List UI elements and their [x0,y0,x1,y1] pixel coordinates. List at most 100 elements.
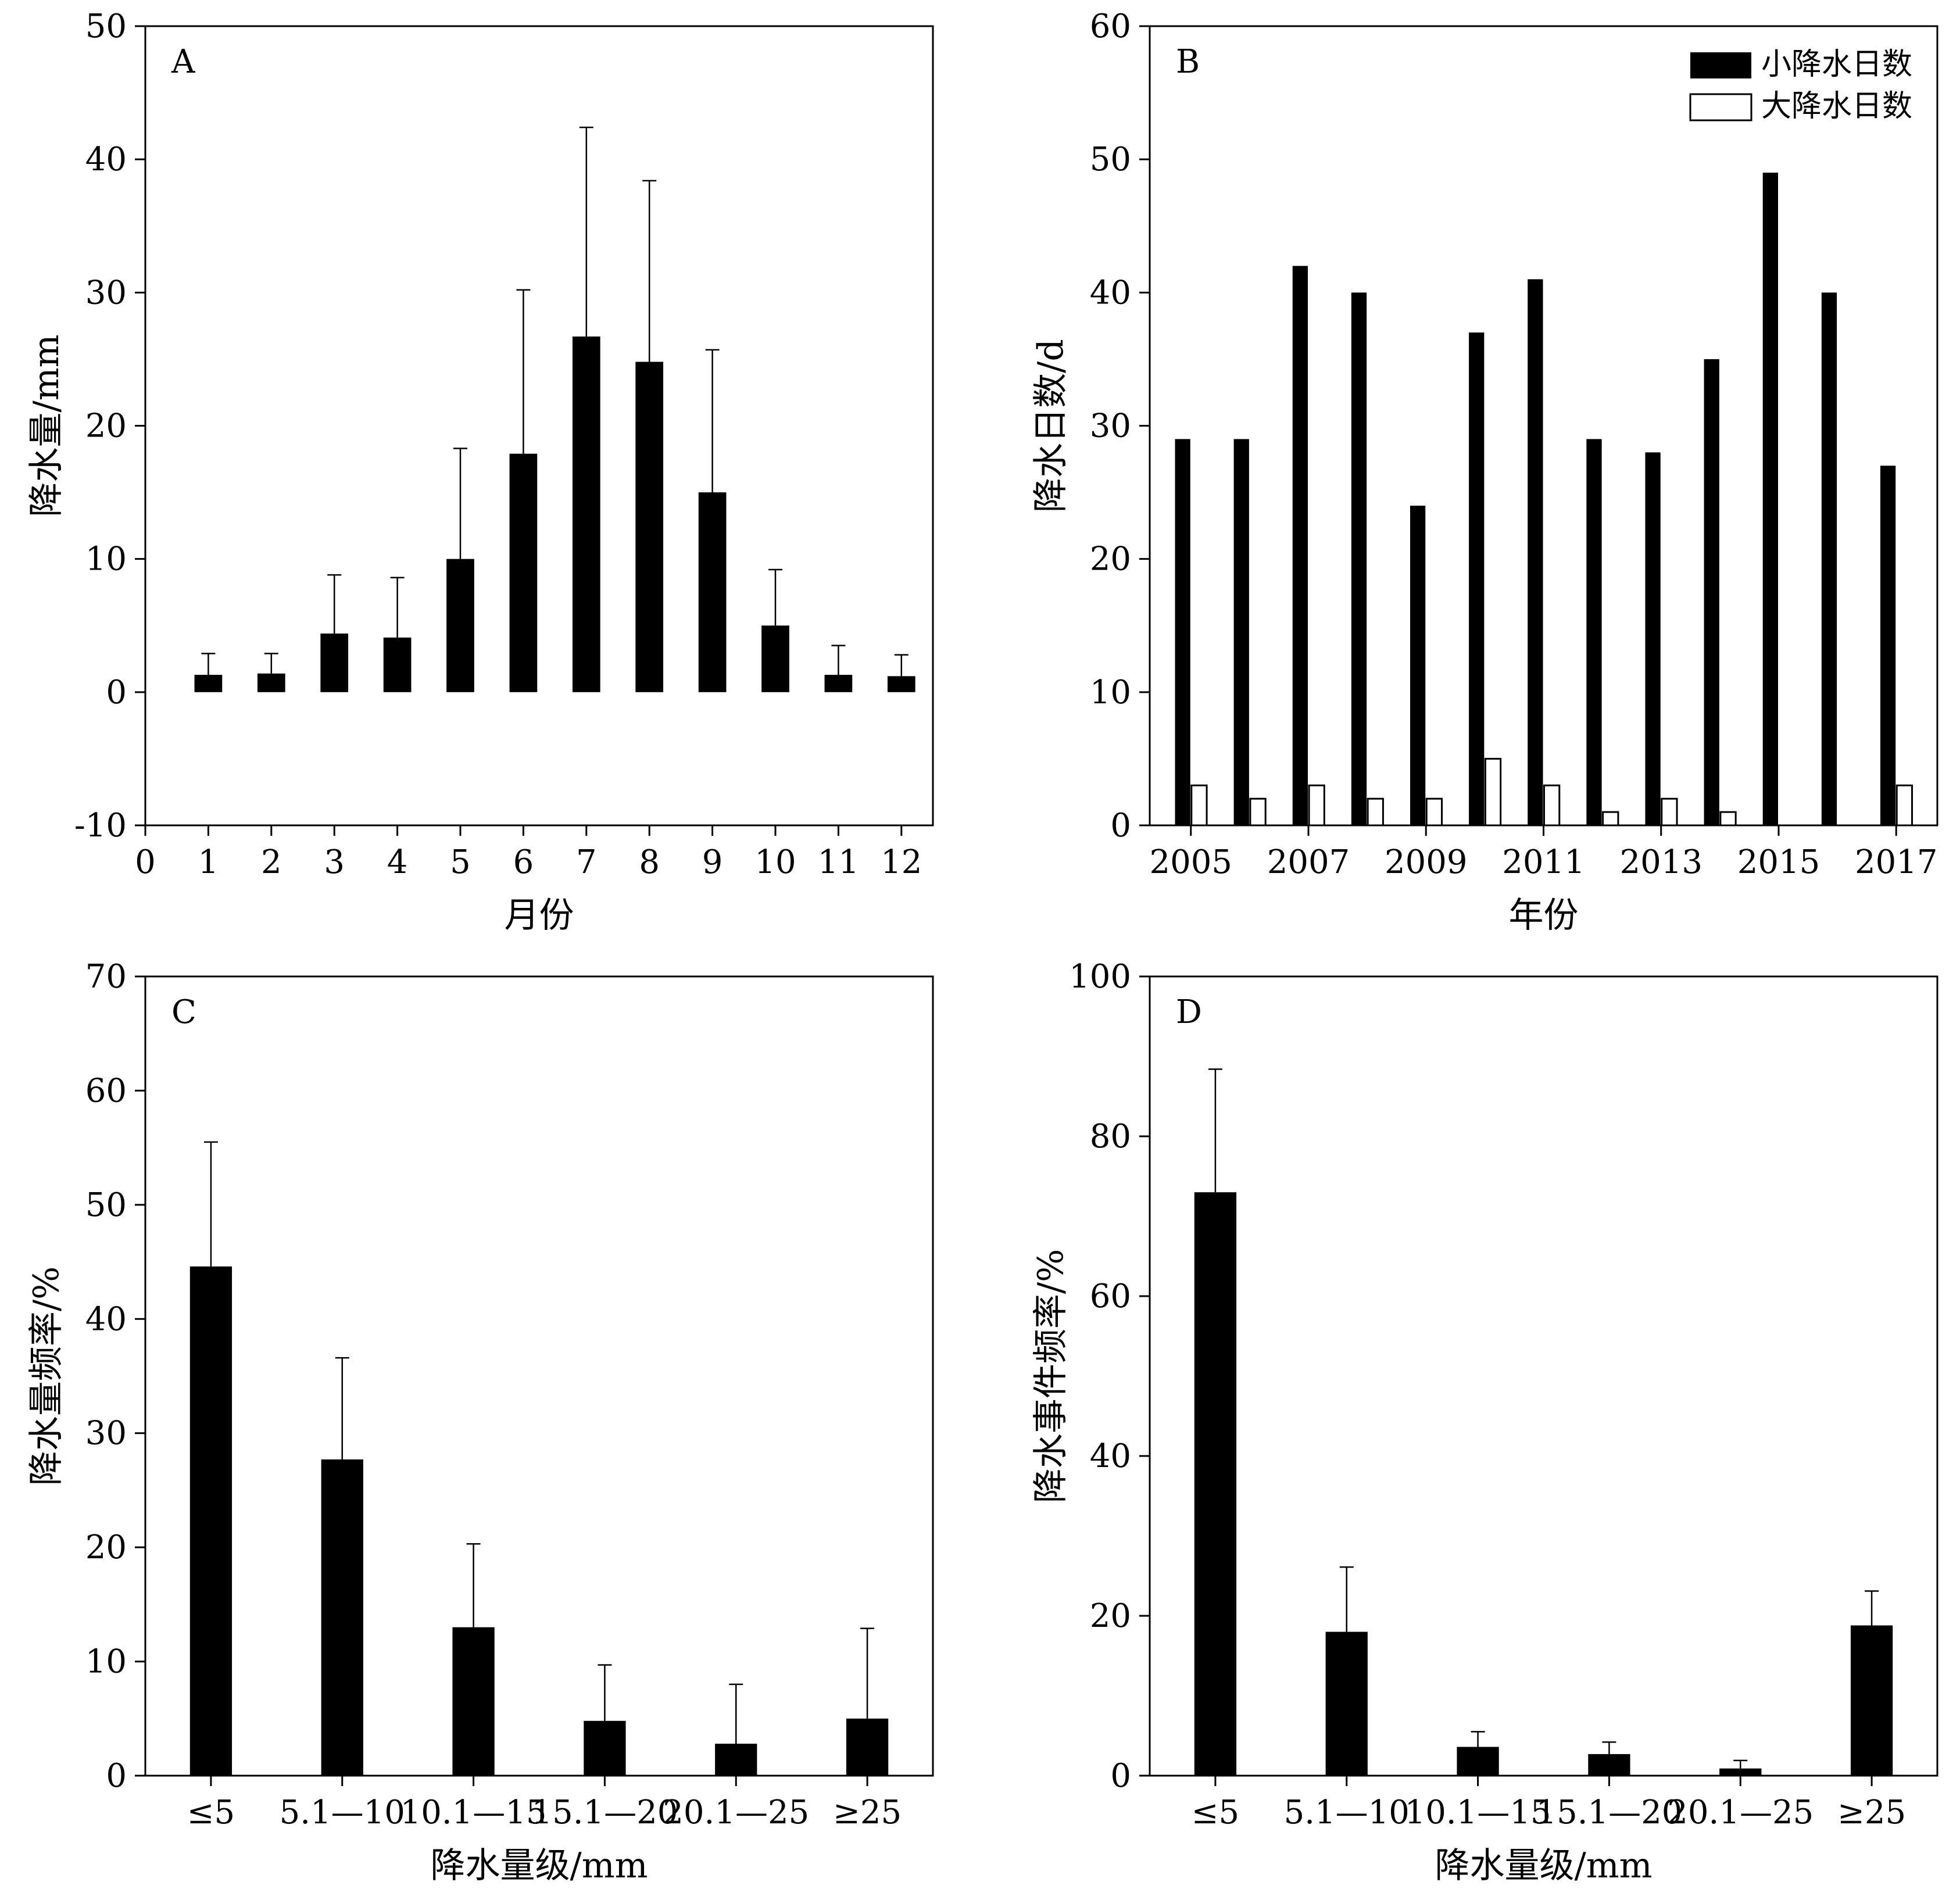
x-tick-label: 4 [387,843,408,881]
plot-frame [144,25,934,827]
x-tick-label: 10.1—15 [1405,1794,1551,1831]
x-tick-label: 2017 [1855,843,1938,881]
legend-label: 大降水日数 [1761,89,1912,124]
y-tick-label: 60 [1090,1278,1131,1315]
bar-large-rain-days [1249,797,1267,827]
x-tick-label: 20.1—25 [663,1794,809,1831]
bar-large-rain-days [1719,811,1737,827]
x-tick-label: 2011 [1502,843,1585,881]
y-tick-label: 0 [1110,1757,1131,1795]
bar-small-rain-days [1821,292,1837,825]
x-tick-label: ≥25 [833,1794,902,1831]
plot-frame [144,975,934,1777]
y-tick-label: 40 [1090,274,1131,312]
bar [446,559,474,692]
bar-large-rain-days [1602,811,1619,827]
bar-small-rain-days [1645,452,1661,825]
y-tick-label: 20 [1090,541,1131,578]
x-tick-label: ≥25 [1837,1794,1906,1831]
panel-label: B [1176,43,1200,81]
y-tick-label: 50 [85,8,127,45]
plot-frame [1149,25,1938,827]
x-tick-label: 2 [261,843,282,881]
bar-large-rain-days [1484,757,1502,827]
x-tick-label: ≤5 [187,1794,235,1831]
x-tick-label: 1 [198,843,219,881]
x-axis-title: 年份 [1509,895,1579,936]
panel-label: A [171,43,195,81]
y-tick-label: 20 [85,1529,127,1566]
legend-swatch [1690,52,1751,78]
bar-large-rain-days [1308,784,1325,827]
bar [635,362,664,692]
y-tick-label: 60 [1090,8,1131,45]
y-tick-label: 30 [85,1415,127,1452]
y-tick-label: 50 [85,1186,127,1224]
x-tick-label: 2007 [1267,843,1350,881]
x-tick-label: 2009 [1385,843,1468,881]
x-axis-title: 降水量级/mm [1435,1845,1652,1886]
y-tick-label: 80 [1090,1118,1131,1155]
legend-swatch [1689,93,1752,121]
y-tick-label: 10 [85,541,127,578]
bar-small-rain-days [1233,439,1249,825]
y-tick-label: 70 [85,958,127,996]
chart-panel-c: C 0 10 20 30 40 50 60 70 降水量频率/% 降水量级/mm ≤5 5.1—1010… [26,958,934,1886]
bar-large-rain-days [1895,784,1913,827]
x-axis-title: 月份 [505,895,574,936]
x-tick-label: 2013 [1619,843,1703,881]
x-tick-label: 10 [754,843,796,881]
y-tick-label: 20 [85,407,127,445]
bar [509,453,538,692]
x-tick-label: 8 [639,843,660,881]
x-tick-label: 12 [881,843,922,881]
x-tick-label: 2015 [1737,843,1820,881]
bar-small-rain-days [1351,292,1367,825]
bar-small-rain-days [1175,439,1190,825]
y-axis-title: 降水日数/d [1031,339,1071,513]
panel-label: D [1176,993,1202,1031]
bar [1194,1192,1237,1776]
bar-small-rain-days [1762,173,1778,825]
bar [189,1266,233,1776]
y-tick-label: 30 [85,274,127,312]
x-tick-label: 2005 [1150,843,1233,881]
bar-small-rain-days [1292,266,1308,825]
bar [257,673,285,692]
y-tick-label: 40 [85,141,127,178]
panel-label: C [171,993,196,1031]
x-tick-label: 5 [450,843,471,881]
chart-panel-b: B 0 10 20 30 40 50 60 降水日数/d 年份 2005 2007 2009 2011 20… [1031,8,1938,936]
y-tick-label: 0 [1110,807,1131,845]
x-tick-label: 10.1—15 [400,1794,547,1831]
x-tick-label: ≤5 [1192,1794,1240,1831]
x-tick-label: 9 [702,843,723,881]
y-tick-label: 60 [85,1072,127,1110]
y-tick-label: 40 [85,1300,127,1338]
bar [1588,1754,1630,1776]
bar [584,1720,626,1776]
bar-large-rain-days [1661,797,1678,827]
bar-large-rain-days [1190,784,1208,827]
x-tick-label: 5.1—10 [280,1794,405,1831]
bar-small-rain-days [1469,332,1485,825]
x-tick-label: 5.1—10 [1284,1794,1410,1831]
bar-large-rain-days [1543,784,1561,827]
bar [715,1744,757,1776]
y-tick-label: -10 [74,807,127,845]
y-tick-label: 10 [1090,674,1131,711]
bar [572,336,600,692]
x-tick-label: 15.1—20 [1536,1794,1682,1831]
x-tick-label: 20.1—25 [1667,1794,1814,1831]
y-tick-label: 0 [106,674,127,711]
y-tick-label: 0 [106,1757,127,1795]
bar [1719,1768,1762,1776]
x-tick-label: 7 [576,843,597,881]
bar-large-rain-days [1425,797,1443,827]
y-tick-label: 50 [1090,141,1131,178]
y-axis-title: 降水量/mm [26,334,67,517]
y-tick-label: 40 [1090,1437,1131,1475]
x-tick-label: 15.1—20 [531,1794,678,1831]
